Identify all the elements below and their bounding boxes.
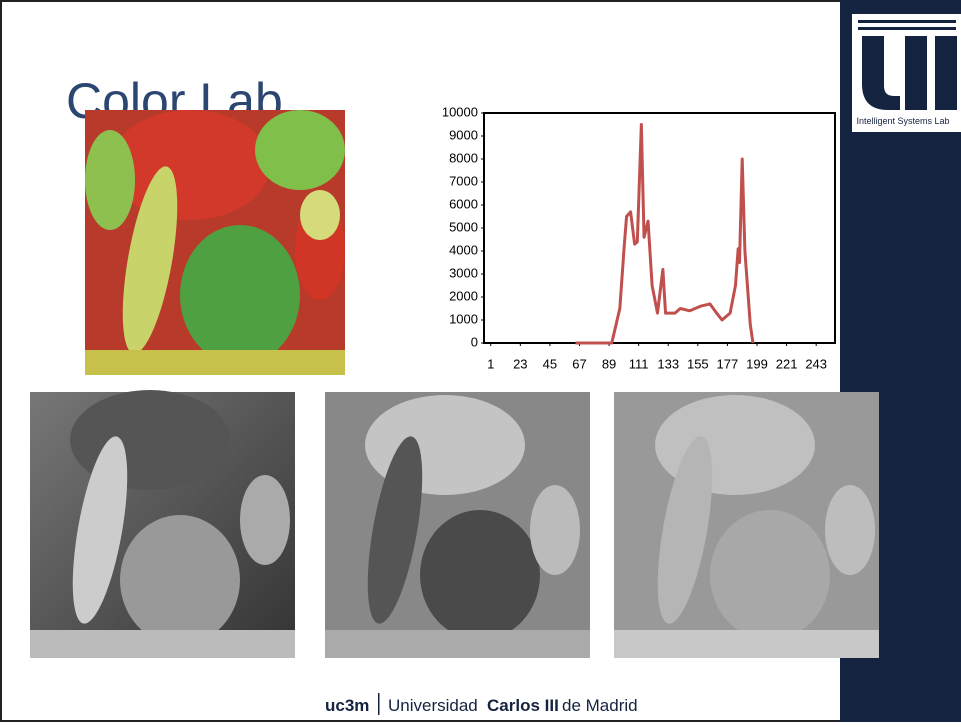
color-image xyxy=(85,110,345,375)
y-tick-label: 4000 xyxy=(449,242,478,257)
y-tick-label: 0 xyxy=(471,334,478,349)
y-tick-label: 9000 xyxy=(449,127,478,142)
footer-name-start: Universidad xyxy=(388,696,478,715)
x-tick-label: 1 xyxy=(487,356,494,371)
gray-image-3 xyxy=(614,392,879,658)
x-tick-label: 89 xyxy=(602,356,616,371)
y-tick-label: 3000 xyxy=(449,265,478,280)
x-tick-label: 199 xyxy=(746,356,768,371)
footer-name-bold: Carlos III xyxy=(487,696,559,715)
x-tick-label: 45 xyxy=(543,356,557,371)
footer-short: uc3m xyxy=(325,696,369,715)
x-tick-label: 111 xyxy=(629,356,649,371)
gray-image-1 xyxy=(30,390,295,658)
x-tick-label: 177 xyxy=(717,356,739,371)
page: Intelligent Systems Lab Color Lab xyxy=(0,0,961,722)
x-tick-label: 221 xyxy=(776,356,798,371)
slide: Intelligent Systems Lab Color Lab xyxy=(0,0,961,722)
y-tick-label: 7000 xyxy=(449,173,478,188)
x-tick-label: 23 xyxy=(513,356,527,371)
y-tick-label: 6000 xyxy=(449,196,478,211)
y-tick-label: 10000 xyxy=(442,104,478,119)
x-tick-label: 155 xyxy=(687,356,709,371)
y-tick-label: 2000 xyxy=(449,288,478,303)
logo-text: Intelligent Systems Lab xyxy=(856,116,949,126)
y-tick-label: 5000 xyxy=(449,219,478,234)
gray-image-2 xyxy=(325,392,590,658)
x-tick-label: 133 xyxy=(657,356,679,371)
y-tick-label: 8000 xyxy=(449,150,478,165)
x-tick-label: 67 xyxy=(572,356,586,371)
footer-name-end: de Madrid xyxy=(562,696,638,715)
logo: Intelligent Systems Lab xyxy=(852,14,961,132)
x-tick-label: 243 xyxy=(805,356,827,371)
y-tick-label: 1000 xyxy=(449,311,478,326)
